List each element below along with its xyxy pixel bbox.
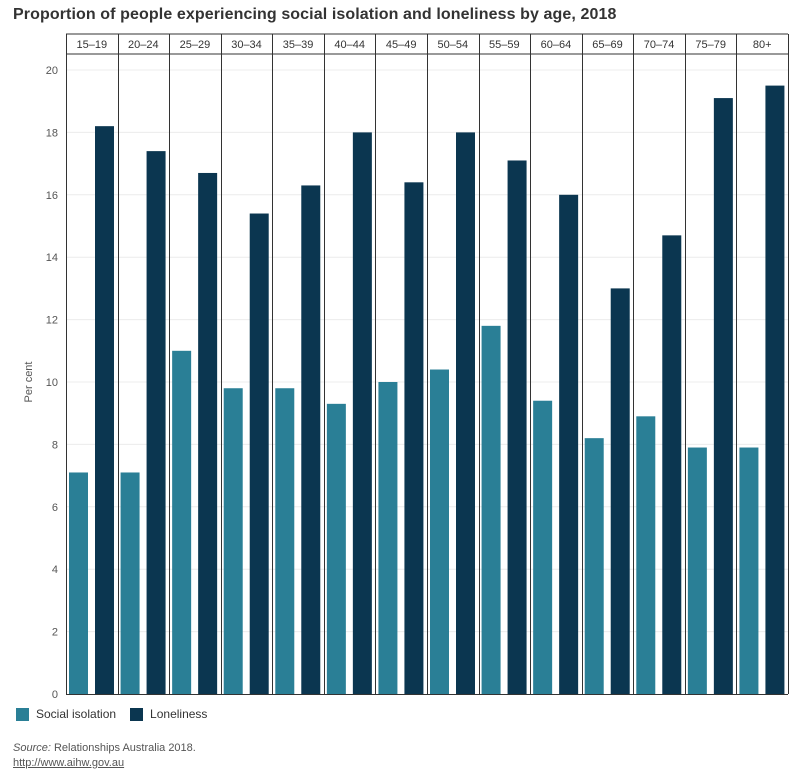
category-label: 25–29	[180, 39, 211, 51]
category-label: 55–59	[489, 39, 520, 51]
chart-plot: 0 2 4 6 8 10 12 14 16 18 20 Per cent 15–19 20–24 25–29…	[23, 33, 789, 700]
bars	[69, 85, 785, 695]
bar-loneliness[interactable]	[610, 288, 630, 694]
category-label: 50–54	[437, 39, 468, 51]
bar-social-isolation[interactable]	[223, 388, 243, 694]
bar-social-isolation[interactable]	[326, 403, 346, 694]
category-label: 35–39	[283, 39, 314, 51]
bar-social-isolation[interactable]	[739, 447, 759, 694]
y-tick-label: 14	[46, 252, 58, 264]
legend-item-loneliness[interactable]: Loneliness	[130, 707, 207, 721]
category-label: 65–69	[592, 39, 623, 51]
category-label: 80+	[753, 39, 772, 51]
y-tick-label: 20	[46, 65, 58, 77]
bar-loneliness[interactable]	[352, 132, 372, 694]
bar-loneliness[interactable]	[662, 235, 682, 695]
category-label: 70–74	[644, 39, 675, 51]
bar-social-isolation[interactable]	[430, 369, 449, 694]
bar-social-isolation[interactable]	[636, 416, 656, 694]
y-tick-label: 12	[46, 315, 58, 327]
bar-social-isolation[interactable]	[533, 400, 553, 694]
bar-social-isolation[interactable]	[172, 350, 192, 694]
bar-loneliness[interactable]	[95, 126, 114, 694]
bar-social-isolation[interactable]	[481, 325, 501, 694]
legend-swatch-loneliness	[130, 707, 144, 721]
category-label: 45–49	[386, 39, 417, 51]
y-tick-label: 18	[46, 127, 58, 139]
bar-loneliness[interactable]	[249, 213, 269, 694]
source-link[interactable]: http://www.aihw.gov.au	[13, 757, 125, 769]
bar-social-isolation[interactable]	[69, 472, 88, 694]
y-axis-title: Per cent	[23, 362, 35, 403]
bar-loneliness[interactable]	[301, 185, 321, 694]
category-label: 30–34	[231, 39, 262, 51]
bar-loneliness[interactable]	[713, 98, 733, 694]
bar-loneliness[interactable]	[507, 160, 527, 695]
bar-loneliness[interactable]	[146, 151, 166, 694]
y-tick-label: 4	[52, 564, 58, 576]
bar-social-isolation[interactable]	[584, 438, 604, 694]
bar-loneliness[interactable]	[456, 132, 475, 694]
legend-label-loneliness: Loneliness	[150, 707, 208, 721]
category-label: 75–79	[695, 39, 726, 51]
y-tick-label: 0	[52, 689, 58, 700]
bar-loneliness[interactable]	[559, 194, 579, 695]
y-tick-label: 6	[52, 502, 58, 514]
source-label: Source:	[13, 742, 51, 754]
legend: Social isolation Loneliness	[16, 707, 221, 721]
y-tick-label: 16	[46, 190, 58, 202]
bar-loneliness[interactable]	[765, 85, 785, 695]
y-tick-label: 8	[52, 439, 58, 451]
bar-loneliness[interactable]	[404, 182, 424, 694]
bar-social-isolation[interactable]	[687, 447, 707, 694]
legend-item-social-isolation[interactable]: Social isolation	[16, 707, 116, 721]
legend-swatch-social-isolation	[16, 707, 29, 721]
bar-social-isolation[interactable]	[120, 472, 140, 694]
category-label: 40–44	[334, 39, 365, 51]
bar-social-isolation[interactable]	[378, 382, 398, 694]
y-tick-label: 2	[52, 627, 58, 639]
bar-loneliness[interactable]	[198, 172, 218, 694]
legend-label-social-isolation: Social isolation	[36, 707, 117, 721]
bar-social-isolation[interactable]	[275, 388, 295, 694]
source-note: Source: Relationships Australia 2018. ht…	[13, 741, 196, 771]
source-text: Relationships Australia 2018.	[50, 742, 196, 754]
axis-labels: 0 2 4 6 8 10 12 14 16 18 20 Per cent 15–19 20–24 25–29…	[23, 39, 772, 700]
y-tick-label: 10	[46, 377, 58, 389]
panel-frame	[66, 33, 789, 695]
chart-title: Proportion of people experiencing social…	[13, 6, 617, 23]
category-label: 20–24	[128, 39, 159, 51]
category-label: 15–19	[76, 39, 107, 51]
category-label: 60–64	[541, 39, 572, 51]
